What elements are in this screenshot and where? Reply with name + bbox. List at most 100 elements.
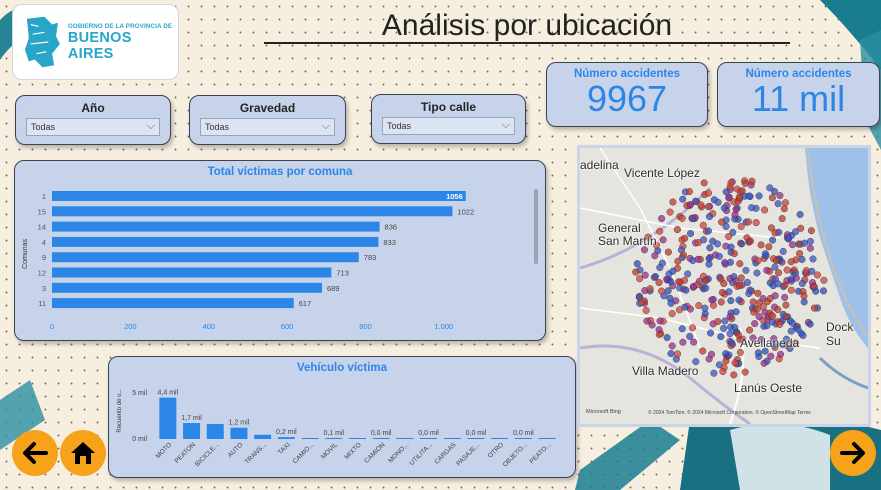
bar [396, 438, 414, 439]
accident-point [766, 184, 774, 192]
accident-point [725, 193, 733, 201]
accident-point [651, 272, 659, 280]
chevron-down-icon: ⌵ [501, 119, 510, 131]
accident-point [641, 246, 649, 254]
accident-point [727, 179, 735, 187]
accident-point [679, 251, 687, 259]
accident-point [656, 264, 664, 272]
accident-point [682, 286, 690, 294]
accident-point [800, 292, 808, 300]
accident-point [757, 241, 765, 249]
accident-point [720, 279, 728, 287]
accident-point [779, 247, 787, 255]
accident-point [763, 266, 771, 274]
accident-point [691, 197, 699, 205]
accident-point [700, 236, 708, 244]
accident-point [729, 228, 737, 236]
accident-point [744, 218, 752, 226]
category-label: CAMION [363, 441, 387, 465]
accident-point [776, 320, 784, 328]
slicer-street-type-dropdown[interactable]: Todas ⌵ [382, 117, 515, 135]
accident-point [730, 250, 738, 258]
back-button[interactable] [12, 430, 58, 476]
vehicle-victim-chart[interactable]: Vehículo víctima Recuento de v... 5 mil 0 … [108, 356, 576, 478]
accident-point [643, 317, 651, 325]
bar [538, 438, 556, 439]
bar [254, 434, 272, 439]
bar [348, 438, 366, 439]
accident-point [743, 278, 751, 286]
slicer-year-dropdown[interactable]: Todas ⌵ [26, 118, 160, 136]
victims-by-comuna-chart[interactable]: Total víctimas por comuna Comunas 1 1056 15… [14, 160, 546, 341]
accident-point [755, 313, 763, 321]
accident-point [684, 270, 692, 278]
slicer-severity-dropdown[interactable]: Todas ⌵ [200, 118, 335, 136]
map-label-general-san-martin: General San Martín [598, 221, 657, 248]
accident-point [688, 324, 696, 332]
accident-point [806, 237, 814, 245]
logo-line-2: BUENOS AIRES [67, 29, 132, 62]
accident-point [720, 204, 728, 212]
accident-point [686, 201, 694, 209]
accident-point [760, 359, 768, 367]
accident-point [737, 222, 745, 230]
accident-point [776, 192, 784, 200]
accident-point [705, 213, 713, 221]
accident-point [735, 282, 743, 290]
bar [491, 438, 509, 439]
category-label: 3 [42, 284, 46, 293]
accident-point [735, 296, 743, 304]
accident-point [721, 259, 729, 267]
accident-point [635, 293, 643, 301]
accident-point [692, 358, 700, 366]
accident-point [774, 200, 782, 208]
accident-point [663, 334, 671, 342]
accident-point [656, 317, 664, 325]
map-label-vicente-lopez: Vicente López [624, 166, 700, 180]
data-label: 0,0 mil [418, 430, 439, 437]
data-label: 689 [327, 284, 340, 293]
category-label: CAMIO... [292, 441, 316, 465]
accident-point [710, 369, 718, 377]
accident-point [746, 326, 754, 334]
accident-point [741, 368, 749, 376]
accident-point [799, 331, 807, 339]
accident-point [669, 198, 677, 206]
accident-map[interactable]: adelina Vicente López General San Martín… [577, 145, 871, 427]
accident-point [727, 339, 735, 347]
accident-point [675, 306, 683, 314]
accident-point [674, 350, 682, 358]
bar [52, 252, 359, 263]
accident-point [767, 224, 775, 232]
accident-point [727, 297, 735, 305]
bar [325, 438, 343, 439]
category-label: 1 [42, 192, 46, 201]
accident-point [675, 278, 683, 286]
accident-point [697, 201, 705, 209]
accident-point [694, 255, 702, 263]
home-button[interactable] [60, 430, 106, 476]
slicer-street-type: Tipo calle Todas ⌵ [371, 94, 526, 144]
x-tick-label: 200 [124, 322, 137, 331]
accident-point [720, 324, 728, 332]
data-label: 833 [383, 238, 396, 247]
slicer-street-type-label: Tipo calle [420, 100, 477, 114]
home-icon [71, 442, 95, 464]
accident-point [781, 199, 789, 207]
accident-point [678, 325, 686, 333]
data-label: 0,0 mil [513, 430, 534, 437]
slicer-severity-value: Todas [205, 122, 230, 132]
slicer-year-value: Todas [31, 122, 56, 132]
accident-point [783, 266, 791, 274]
category-label: MONO... [387, 441, 410, 464]
accident-point [757, 336, 765, 344]
category-label: MOVIL [320, 441, 340, 461]
accident-point [782, 301, 790, 309]
logo: GOBIERNO DE LA PROVINCIA DE BUENOS AIRES [12, 4, 179, 80]
bar [52, 298, 294, 309]
province-map-icon [24, 16, 60, 68]
category-label: 4 [42, 238, 46, 247]
accident-point [774, 306, 782, 314]
next-button[interactable] [830, 430, 876, 476]
accident-point [771, 263, 779, 271]
